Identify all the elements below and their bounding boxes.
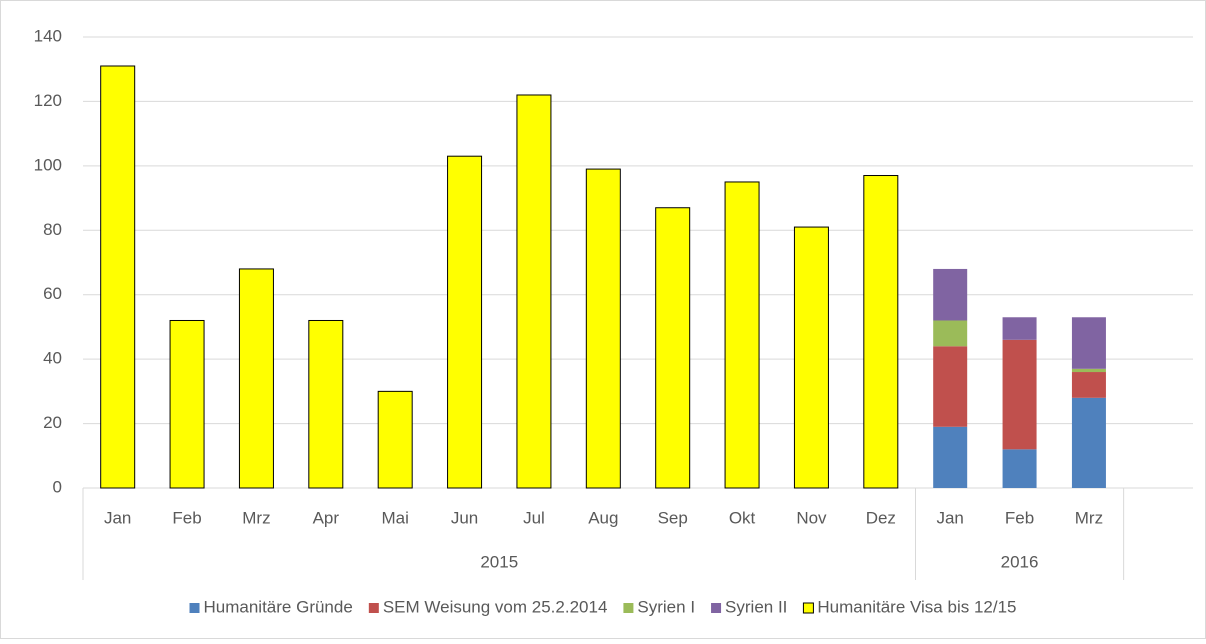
x-tick-label: Nov [796, 508, 827, 527]
legend-swatch [189, 603, 200, 613]
bar-segment [169, 319, 205, 489]
x-tick-label: Jul [523, 508, 545, 527]
x-tick-label: Feb [172, 508, 201, 527]
x-tick-label: Sep [658, 508, 688, 527]
y-tick-label: 120 [34, 91, 62, 110]
y-tick-label: 140 [34, 26, 62, 45]
x-tick-label: Jun [451, 508, 478, 527]
x-tick-label: Okt [729, 508, 756, 527]
bar-segment [724, 181, 760, 489]
bar-segment [1071, 372, 1106, 398]
x-tick-label: Mai [381, 508, 408, 527]
bar-segment [933, 346, 968, 427]
y-tick-label: 40 [43, 349, 62, 368]
bar-segment [793, 226, 829, 489]
legend-swatch [368, 603, 379, 613]
bar-segment [1002, 339, 1037, 450]
legend-label: Syrien II [725, 597, 787, 616]
x-tick-label: Dez [866, 508, 896, 527]
bar-segment [933, 268, 968, 321]
x-tick-label: Jan [936, 508, 963, 527]
bar-segment [1002, 317, 1037, 340]
y-tick-label: 100 [34, 155, 62, 174]
bar-segment [238, 268, 274, 489]
bar-segment [1071, 368, 1106, 373]
x-tick-label: Aug [588, 508, 618, 527]
x-tick-label: Feb [1005, 508, 1034, 527]
legend-swatch [623, 603, 634, 613]
bar-segment [1071, 397, 1106, 488]
legend-label: SEM Weisung vom 25.2.2014 [383, 597, 608, 616]
bar-segment [100, 65, 136, 489]
y-tick-label: 20 [43, 413, 62, 432]
bar-segment [308, 319, 344, 489]
y-tick-label: 80 [43, 220, 62, 239]
legend-label: Humanitäre Visa bis 12/15 [817, 597, 1016, 616]
bar-segment [863, 175, 899, 489]
bar-segment [933, 426, 968, 488]
bar-segment [377, 390, 413, 489]
legend-swatch [802, 602, 814, 614]
x-tick-label: Mrz [242, 508, 270, 527]
bar-segment [1002, 449, 1037, 488]
y-tick-label: 0 [53, 477, 62, 496]
legend-label: Syrien I [637, 597, 695, 616]
bar-segment [516, 94, 552, 489]
bar-segment [447, 155, 483, 489]
bar-segment [933, 320, 968, 347]
legend-label: Humanitäre Gründe [204, 597, 353, 616]
bar-segment [655, 207, 691, 489]
x-tick-label: Mrz [1075, 508, 1103, 527]
bar-segment [585, 168, 621, 489]
legend-swatch [711, 603, 722, 613]
x-tick-label: Apr [313, 508, 340, 527]
x-tick-label: Jan [104, 508, 131, 527]
bar-segment [1071, 317, 1106, 369]
y-tick-label: 60 [43, 284, 62, 303]
group-label: 2016 [1001, 552, 1039, 571]
group-label: 2015 [480, 552, 518, 571]
